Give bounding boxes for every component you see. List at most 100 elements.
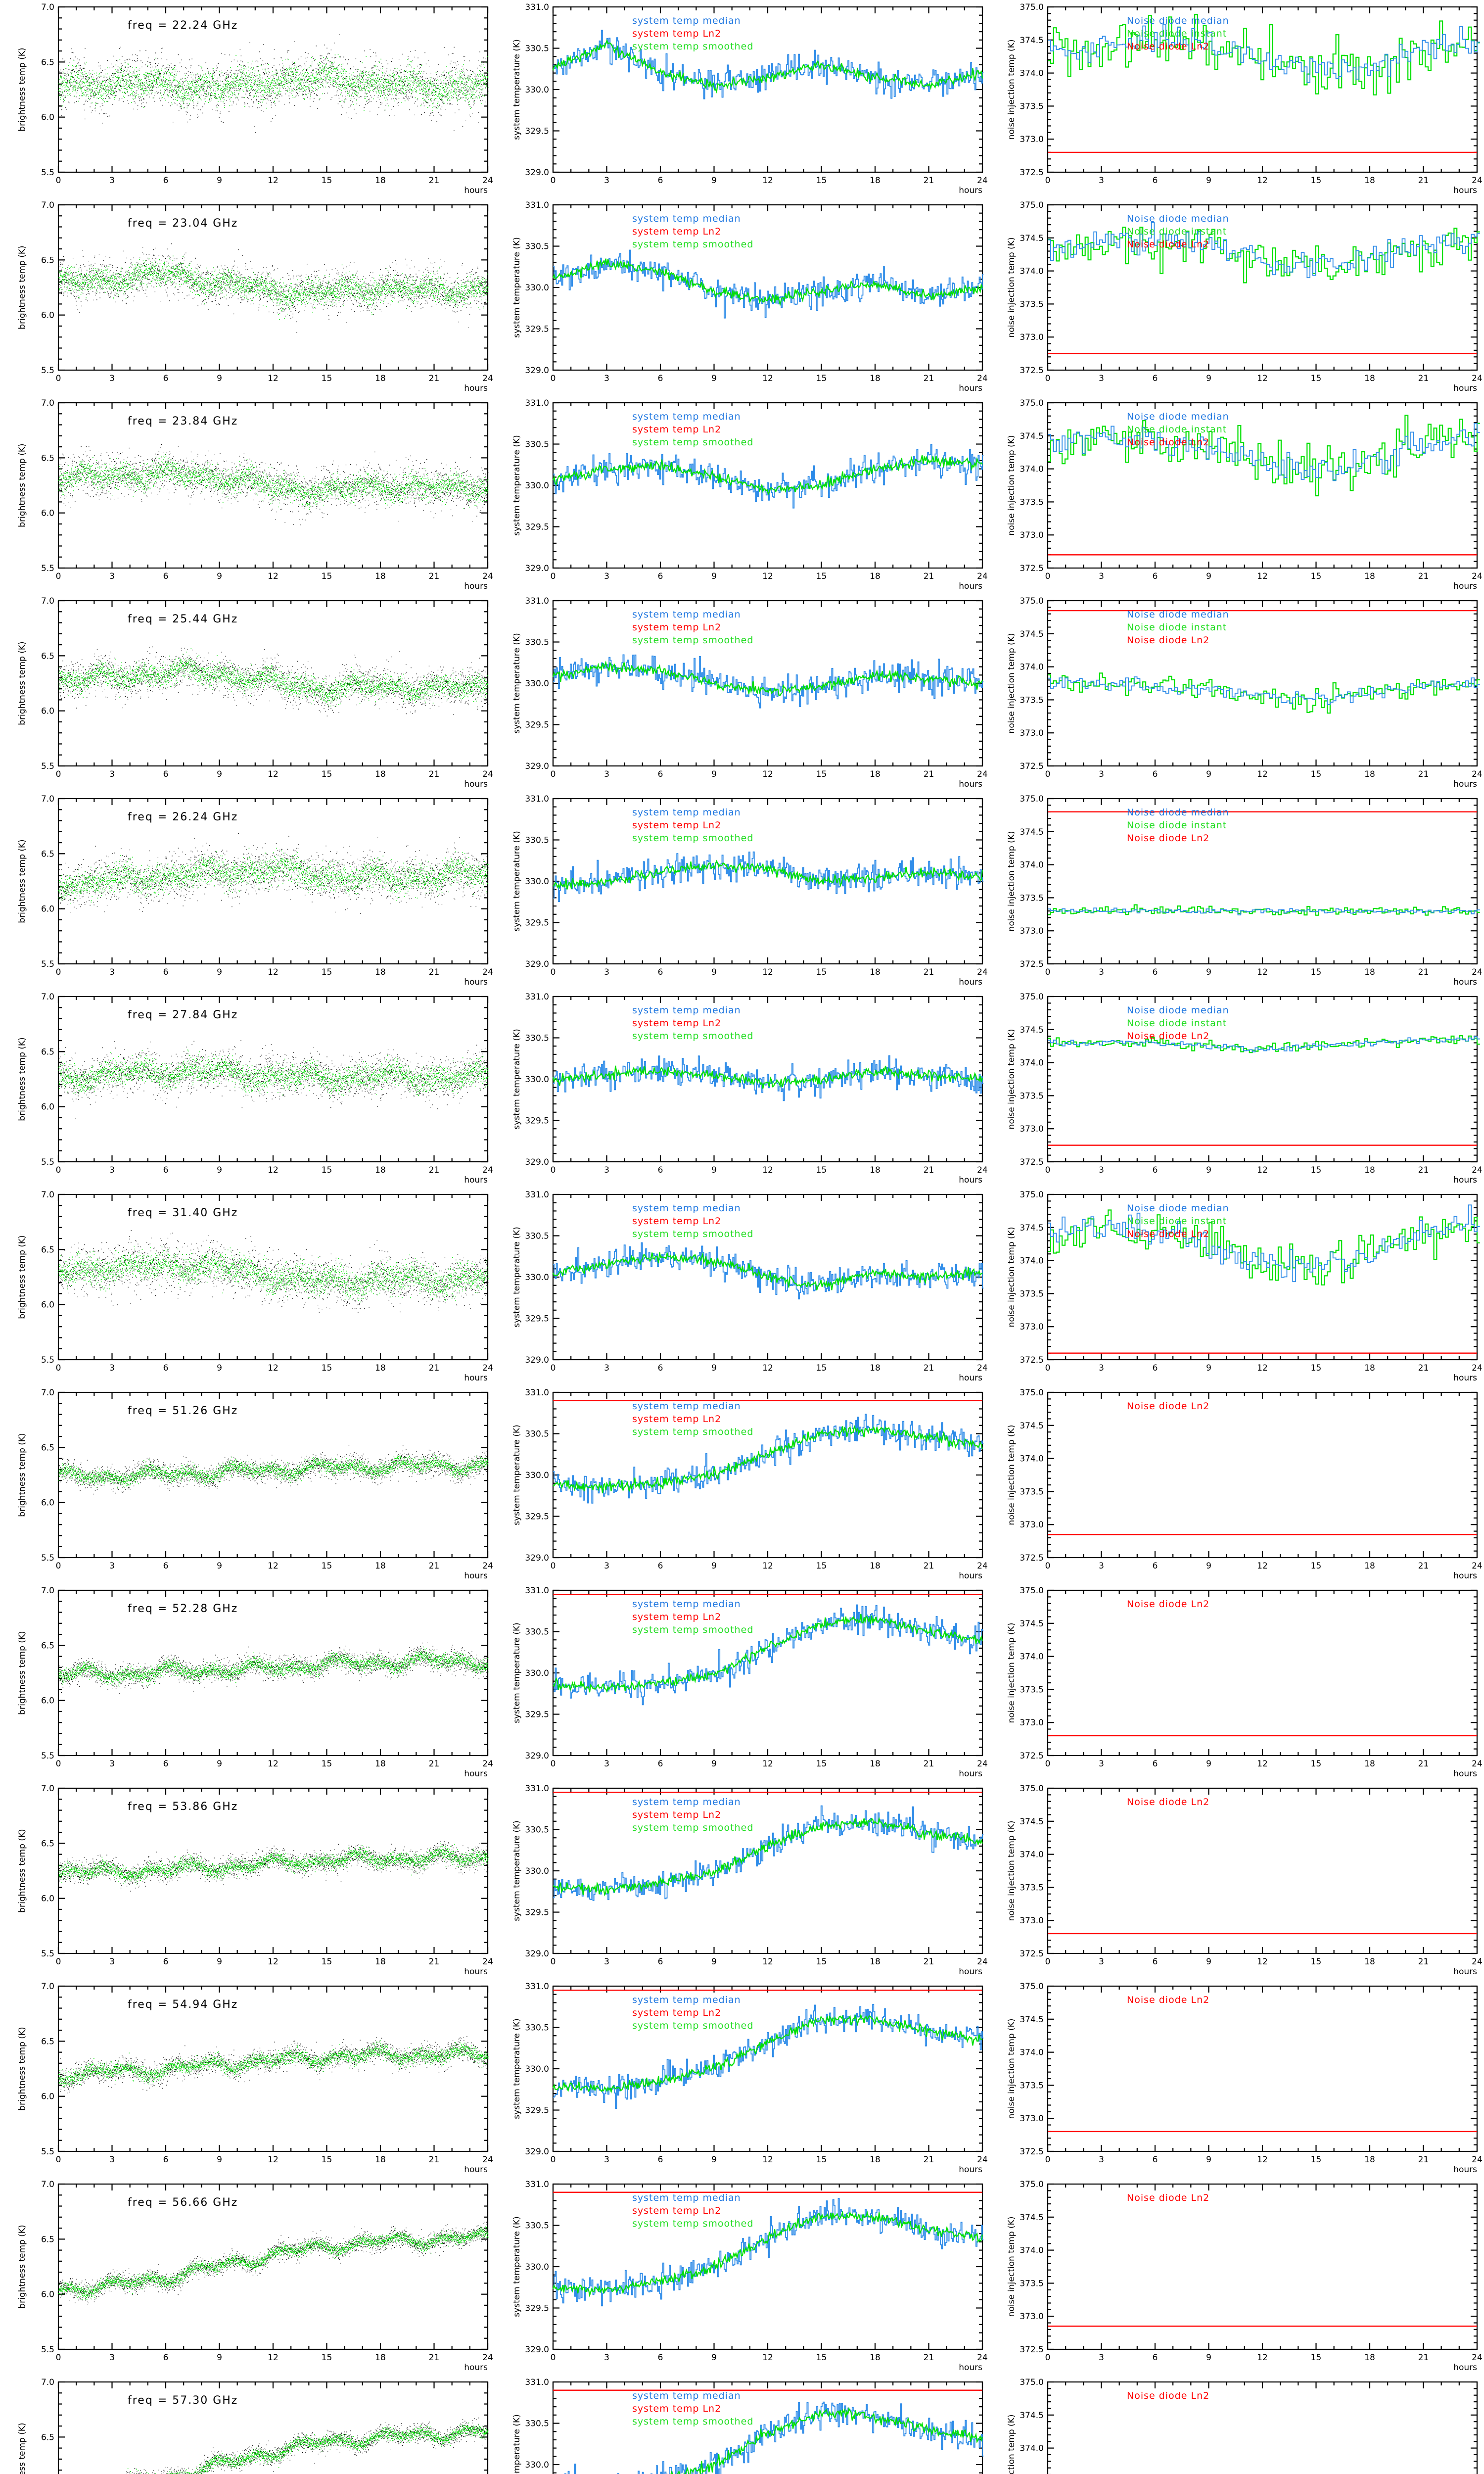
- svg-text:331.0: 331.0: [525, 596, 549, 606]
- svg-text:18: 18: [1364, 967, 1375, 977]
- svg-text:18: 18: [375, 1165, 386, 1175]
- svg-text:6.5: 6.5: [41, 1641, 54, 1651]
- svg-text:system temperature (K): system temperature (K): [512, 435, 522, 536]
- svg-text:6: 6: [658, 571, 663, 581]
- svg-text:374.5: 374.5: [1020, 2015, 1044, 2025]
- svg-text:hours: hours: [1453, 779, 1477, 789]
- svg-text:3: 3: [1099, 176, 1104, 186]
- system-temperature-panel-svg: 329.0 329.5 330.0 330.5 331.0 0 3 6 9 12 15 18 21 24h…: [512, 200, 988, 393]
- svg-text:18: 18: [375, 2353, 386, 2363]
- svg-text:6: 6: [163, 1759, 169, 1769]
- svg-text:0: 0: [1045, 967, 1051, 977]
- svg-text:6.5: 6.5: [41, 849, 54, 859]
- svg-text:18: 18: [870, 769, 881, 779]
- svg-text:21: 21: [1418, 967, 1429, 977]
- svg-text:Noise diode Ln2: Noise diode Ln2: [1127, 41, 1209, 52]
- svg-text:7.0: 7.0: [41, 1388, 54, 1398]
- svg-text:6: 6: [1153, 374, 1158, 383]
- svg-text:5.5: 5.5: [41, 959, 54, 969]
- svg-text:24: 24: [977, 1363, 988, 1373]
- svg-text:373.5: 373.5: [1020, 695, 1044, 705]
- noise-injection-panel: 372.5 373.0 373.5 374.0 374.5 375.0 0 3 6 9 12 15 18…: [989, 198, 1484, 396]
- svg-text:329.0: 329.0: [525, 1949, 549, 1959]
- svg-text:18: 18: [1364, 374, 1375, 383]
- svg-text:374.0: 374.0: [1020, 1454, 1044, 1464]
- svg-text:noise injection temp (K): noise injection temp (K): [1007, 2019, 1017, 2119]
- svg-text:0: 0: [551, 374, 556, 383]
- svg-text:18: 18: [375, 571, 386, 581]
- svg-text:9: 9: [711, 1165, 717, 1175]
- svg-text:18: 18: [870, 176, 881, 186]
- svg-text:21: 21: [924, 1561, 934, 1571]
- svg-text:329.5: 329.5: [525, 1512, 549, 1522]
- svg-text:6: 6: [658, 1561, 663, 1571]
- svg-text:system temp Ln2: system temp Ln2: [632, 2403, 721, 2414]
- svg-text:12: 12: [268, 1957, 278, 1967]
- svg-text:18: 18: [1364, 1363, 1375, 1373]
- svg-text:374.0: 374.0: [1020, 663, 1044, 672]
- svg-text:0: 0: [56, 967, 61, 977]
- svg-text:374.0: 374.0: [1020, 860, 1044, 870]
- svg-text:0: 0: [551, 571, 556, 581]
- svg-text:329.5: 329.5: [525, 127, 549, 137]
- svg-text:375.0: 375.0: [1020, 1586, 1044, 1596]
- svg-text:15: 15: [322, 769, 332, 779]
- svg-text:7.0: 7.0: [41, 794, 54, 804]
- svg-text:372.5: 372.5: [1020, 1949, 1044, 1959]
- svg-text:system temperature (K): system temperature (K): [512, 237, 522, 338]
- svg-text:330.5: 330.5: [525, 1429, 549, 1439]
- svg-text:system temp median: system temp median: [632, 15, 741, 26]
- svg-text:374.5: 374.5: [1020, 1025, 1044, 1035]
- svg-text:Noise diode Ln2: Noise diode Ln2: [1127, 2192, 1209, 2203]
- svg-text:6: 6: [163, 571, 169, 581]
- svg-text:3: 3: [1099, 2155, 1104, 2165]
- svg-text:9: 9: [1206, 374, 1211, 383]
- svg-text:9: 9: [217, 1957, 222, 1967]
- noise-injection-panel: 372.5 373.0 373.5 374.0 374.5 375.0 0 3 6 9 12 15 18…: [989, 594, 1484, 792]
- svg-text:system temp Ln2: system temp Ln2: [632, 1809, 721, 1820]
- svg-text:329.0: 329.0: [525, 1553, 549, 1563]
- svg-text:brightness temp (K): brightness temp (K): [17, 2225, 27, 2308]
- svg-text:7.0: 7.0: [41, 2378, 54, 2387]
- svg-text:24: 24: [977, 2155, 988, 2165]
- svg-text:9: 9: [217, 571, 222, 581]
- svg-text:3: 3: [109, 571, 115, 581]
- svg-text:329.5: 329.5: [525, 2106, 549, 2116]
- svg-text:329.0: 329.0: [525, 2345, 549, 2355]
- svg-text:hours: hours: [1453, 2165, 1477, 2175]
- svg-text:3: 3: [1099, 571, 1104, 581]
- svg-text:3: 3: [604, 1165, 609, 1175]
- svg-text:330.5: 330.5: [525, 638, 549, 648]
- noise-injection-panel-svg: 372.5 373.0 373.5 374.0 374.5 375.0 0 3 6 9 12 15 18…: [1007, 1586, 1483, 1779]
- svg-text:6.0: 6.0: [41, 1894, 54, 1904]
- svg-text:9: 9: [1206, 769, 1211, 779]
- svg-text:system temp Ln2: system temp Ln2: [632, 424, 721, 435]
- svg-text:0: 0: [56, 769, 61, 779]
- svg-text:330.0: 330.0: [525, 2460, 549, 2470]
- svg-text:375.0: 375.0: [1020, 2180, 1044, 2189]
- svg-text:9: 9: [217, 1561, 222, 1571]
- svg-text:331.0: 331.0: [525, 1388, 549, 1398]
- svg-text:3: 3: [604, 769, 609, 779]
- svg-text:6.5: 6.5: [41, 1245, 54, 1255]
- svg-text:5.5: 5.5: [41, 761, 54, 771]
- svg-text:system temp smoothed: system temp smoothed: [632, 2218, 753, 2229]
- noise-injection-panel: 372.5 373.0 373.5 374.0 374.5 375.0 0 3 6 9 12 15 18…: [989, 396, 1484, 594]
- svg-text:system temp smoothed: system temp smoothed: [632, 2020, 753, 2031]
- svg-text:hours: hours: [464, 186, 488, 195]
- svg-text:24: 24: [977, 571, 988, 581]
- svg-text:6: 6: [658, 1165, 663, 1175]
- svg-text:system temperature (K): system temperature (K): [512, 2414, 522, 2474]
- system-temperature-panel-svg: 329.0 329.5 330.0 330.5 331.0 0 3 6 9 12 15 18 21 24h…: [512, 794, 988, 987]
- svg-text:15: 15: [816, 1363, 827, 1373]
- svg-text:329.5: 329.5: [525, 325, 549, 334]
- svg-text:system temp Ln2: system temp Ln2: [632, 622, 721, 633]
- noise-injection-panel-svg: 372.5 373.0 373.5 374.0 374.5 375.0 0 3 6 9 12 15 18…: [1007, 992, 1483, 1185]
- svg-text:329.0: 329.0: [525, 366, 549, 376]
